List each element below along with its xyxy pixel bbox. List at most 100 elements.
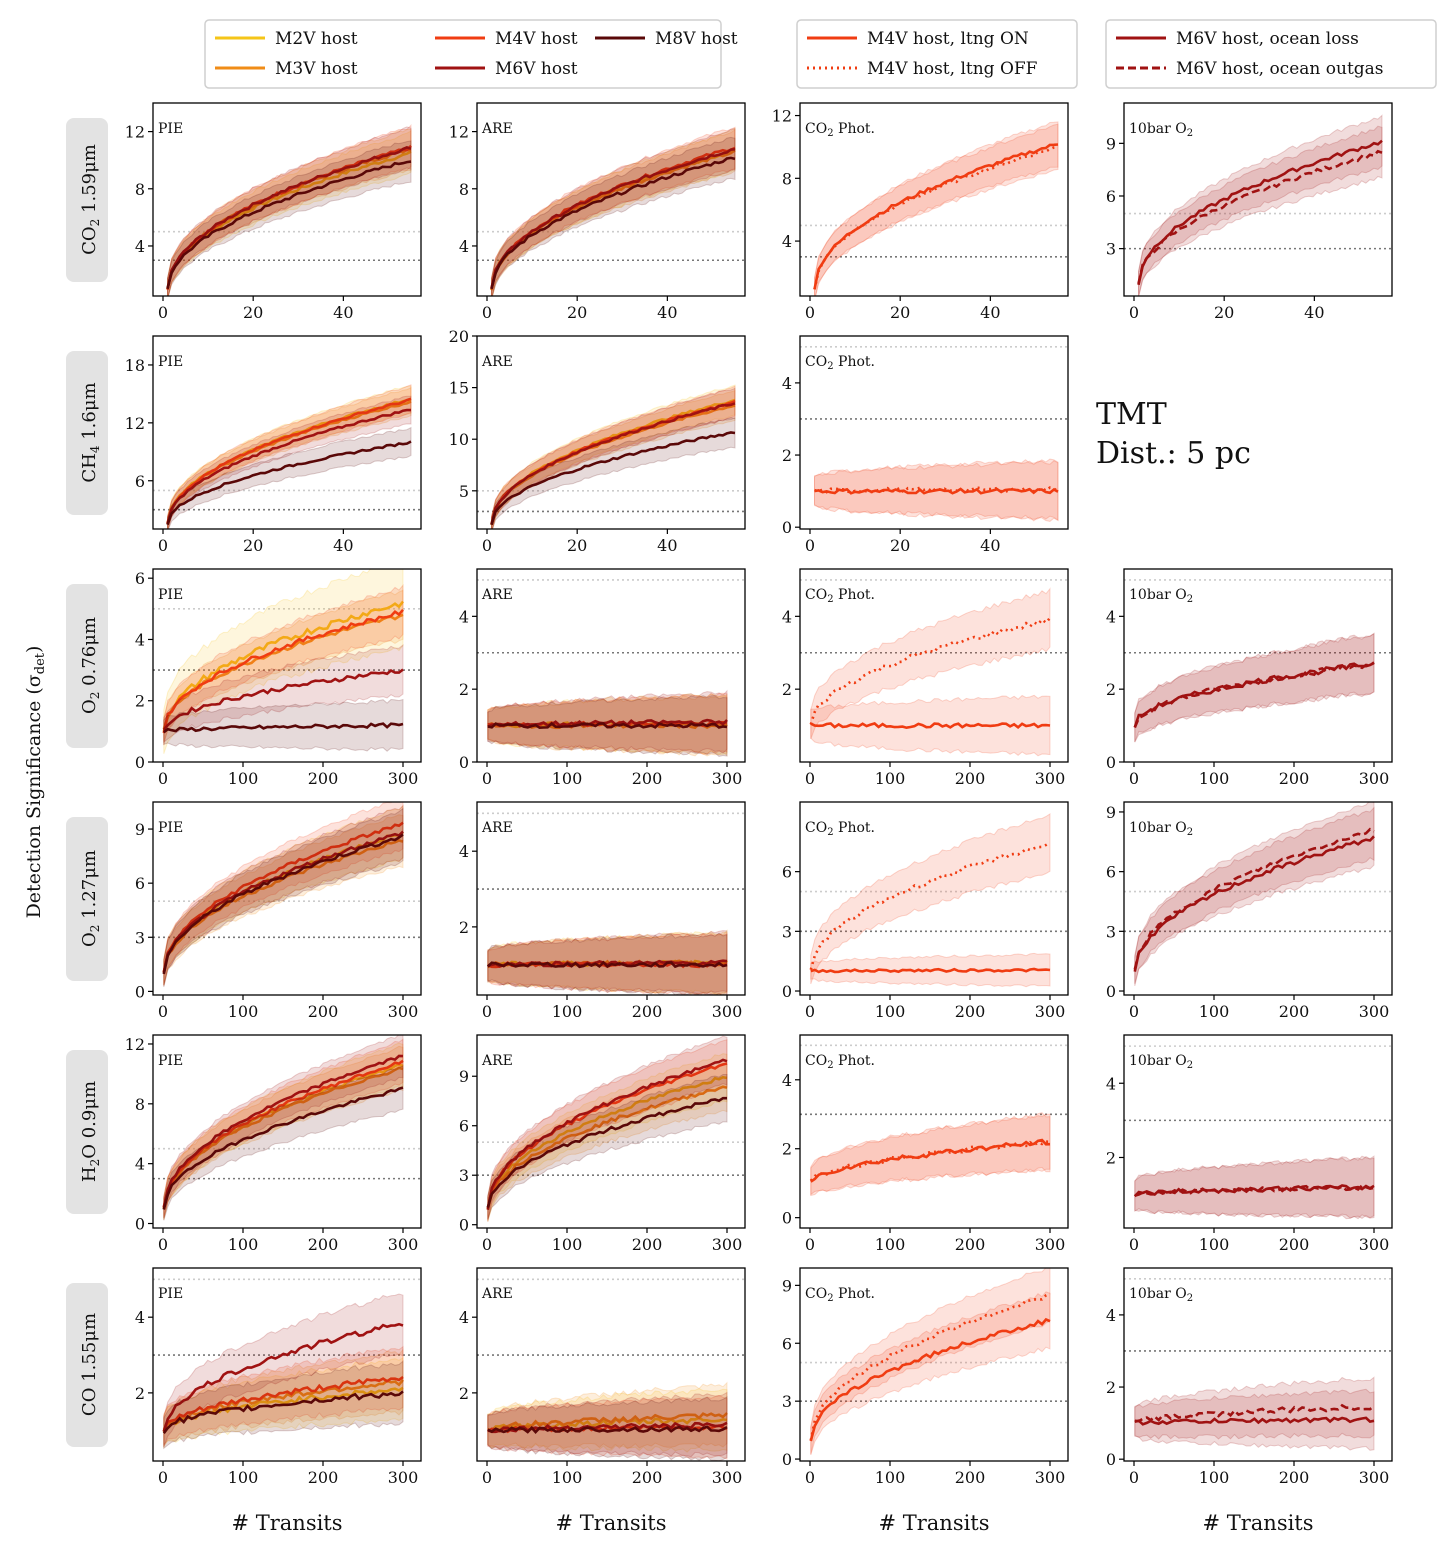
y-tick-label: 6	[135, 874, 145, 893]
plot-area	[153, 1278, 421, 1450]
y-tick-label: 3	[782, 922, 792, 941]
panel-title: ARE	[481, 354, 513, 370]
x-tick-label: 0	[482, 1468, 492, 1487]
annotation-telescope: TMT	[1096, 397, 1167, 432]
plot-area	[153, 802, 421, 988]
series-line	[490, 402, 736, 525]
plot-area	[1124, 579, 1392, 743]
y-tick-label: 9	[459, 1067, 469, 1086]
series-line	[166, 397, 412, 524]
series-band	[163, 1293, 404, 1447]
y-tick-label: 4	[459, 237, 469, 256]
panel-title: CO2 Phot.	[805, 121, 875, 139]
y-tick-label: 0	[782, 1450, 792, 1469]
series-band	[1134, 806, 1375, 987]
panel-frame	[799, 102, 1069, 297]
series-band	[810, 587, 1051, 740]
y-tick-label: 20	[449, 327, 469, 346]
x-tick-label: 300	[388, 769, 419, 788]
panel-frame	[799, 335, 1069, 530]
x-tick-label: 0	[482, 1002, 492, 1021]
series-band	[163, 1345, 404, 1448]
x-tick-label: 40	[980, 303, 1000, 322]
panel-r3c2: ARE 0 2 4 0 100 200 300	[459, 568, 746, 788]
x-tick-label: 0	[805, 1468, 815, 1487]
series-band	[167, 395, 412, 529]
panel-title: CO2 Phot.	[805, 1286, 875, 1304]
series-line	[162, 821, 404, 973]
series-band	[167, 384, 412, 529]
y-tick-label: 3	[1106, 240, 1116, 259]
series-line	[486, 960, 728, 969]
series-line	[162, 608, 404, 734]
x-tick-label: 0	[158, 1002, 168, 1021]
series-line	[486, 1075, 728, 1210]
x-tick-label: 200	[308, 1002, 339, 1021]
series-band	[1134, 632, 1375, 743]
panel-r3c4: 10bar O2 0 2 4 0 100 200 300	[1106, 568, 1393, 788]
series-line	[486, 1096, 727, 1208]
y-tick-label: 9	[782, 1276, 792, 1295]
y-tick-label: 0	[782, 518, 792, 537]
series-line	[162, 1322, 404, 1432]
series-band	[167, 126, 412, 296]
y-tick-label: 0	[1106, 753, 1116, 772]
row-label-text: O2 0.76μm	[79, 617, 102, 714]
y-tick-label: 2	[782, 1140, 792, 1159]
x-axis-label: # Transits	[878, 1511, 989, 1535]
x-tick-label: 0	[482, 536, 492, 555]
series-band	[810, 1291, 1051, 1456]
x-tick-label: 300	[1359, 1002, 1390, 1021]
panel-title: ARE	[481, 1053, 513, 1069]
plot-area	[477, 126, 745, 296]
y-tick-label: 3	[782, 1392, 792, 1411]
annotation-distance: Dist.: 5 pc	[1096, 436, 1251, 471]
y-tick-label: 9	[135, 820, 145, 839]
series-line	[490, 148, 736, 290]
x-tick-label: 200	[308, 1468, 339, 1487]
series-band	[1134, 1376, 1375, 1440]
row-label-text: H2O 0.9μm	[79, 1081, 102, 1182]
y-tick-label: 6	[782, 1334, 792, 1353]
y-tick-label: 0	[782, 982, 792, 1001]
series-line	[809, 1140, 1050, 1182]
plot-area	[800, 579, 1068, 757]
plot-area	[477, 384, 745, 529]
y-tick-label: 4	[782, 607, 792, 626]
x-tick-label: 100	[552, 1002, 583, 1021]
row-label-pill	[66, 118, 108, 282]
series-band	[167, 385, 412, 529]
row-label: CH4 1.6μm	[66, 351, 108, 515]
panel-r6c4: 10bar O2 0 2 4 0 100 200 300 # Transits	[1106, 1267, 1393, 1535]
series-line	[809, 1317, 1051, 1442]
x-tick-label: 100	[875, 769, 906, 788]
row-label: CO2 1.59μm	[66, 118, 108, 282]
series-line	[1134, 1183, 1375, 1197]
plot-area	[1124, 114, 1392, 296]
plot-area	[153, 1035, 421, 1221]
y-tick-label: 4	[135, 630, 145, 649]
panel-title: 10bar O2	[1129, 587, 1193, 605]
plot-area	[800, 121, 1068, 296]
y-tick-label: 6	[459, 1117, 469, 1136]
y-tick-label: 0	[782, 1209, 792, 1228]
panel-r4c3: CO2 Phot. 0 3 6 0 100 200 300	[782, 801, 1069, 1021]
panel-frame	[799, 801, 1069, 996]
y-tick-label: 4	[1106, 1306, 1116, 1325]
series-line	[487, 718, 728, 728]
x-tick-label: 0	[805, 769, 815, 788]
x-tick-label: 300	[1035, 1468, 1066, 1487]
series-band	[491, 417, 736, 529]
panel-title: CO2 Phot.	[805, 354, 875, 372]
series-line	[486, 1085, 728, 1211]
panel-r5c1: PIE 0 4 8 12 0 100 200 300	[125, 1034, 422, 1254]
x-tick-label: 0	[1129, 1468, 1139, 1487]
row-label-text: CO2 1.59μm	[79, 144, 102, 255]
panel-frame	[476, 335, 746, 530]
x-tick-label: 0	[805, 1235, 815, 1254]
x-tick-label: 0	[1129, 769, 1139, 788]
plot-area	[800, 1268, 1068, 1456]
